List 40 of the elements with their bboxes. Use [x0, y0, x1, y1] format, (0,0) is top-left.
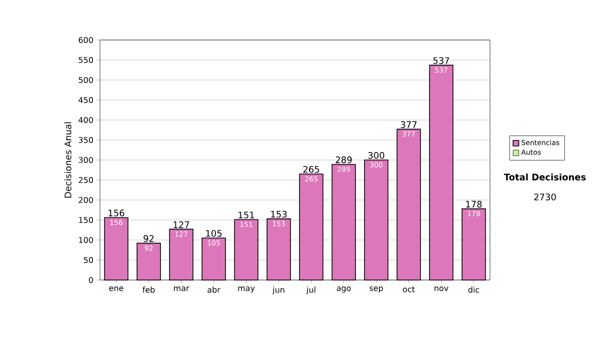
x-tick-label: jul: [306, 286, 316, 294]
total-label: 156: [108, 210, 124, 216]
x-tick-label: ene: [109, 286, 124, 292]
y-tick-label: 600: [78, 36, 93, 44]
total-label: 127: [174, 221, 190, 228]
total-label: 300: [368, 152, 384, 159]
x-tick-label: abr: [208, 286, 220, 293]
total-label: 289: [336, 156, 352, 164]
x-tick-label: feb: [142, 286, 155, 293]
y-tick-label: 100: [79, 236, 93, 244]
y-axis-title: Decisiones Anual: [64, 122, 72, 198]
y-tick-label: 300: [78, 156, 93, 164]
text: 2730: [534, 194, 556, 200]
y-tick-label: 200: [78, 196, 93, 204]
total-label: 377: [400, 121, 417, 128]
y-tick-label: 350: [78, 136, 93, 144]
total-label: 265: [303, 166, 320, 173]
total-label: 105: [206, 230, 222, 237]
y-tick-label: 450: [78, 96, 93, 104]
text: Total Decisiones: [504, 174, 586, 180]
x-tick-label: ago: [336, 286, 351, 293]
x-tick-label: dic: [468, 286, 480, 293]
x-tick-label: oct: [402, 286, 415, 292]
y-tick-label: 0: [88, 276, 93, 284]
total-label: 178: [466, 200, 482, 208]
x-tick-label: sep: [370, 286, 383, 293]
y-tick-label: 400: [78, 116, 93, 124]
total-label: 537: [433, 57, 450, 64]
x-tick-label: nov: [434, 286, 448, 292]
total-label: 153: [271, 210, 287, 218]
x-tick-label: jun: [272, 286, 284, 294]
y-tick-label: 550: [78, 56, 93, 64]
y-tick-label: 500: [78, 76, 93, 84]
y-tick-label: 50: [84, 256, 93, 264]
y-tick-label: 250: [78, 176, 93, 184]
total-label: 151: [238, 212, 254, 218]
x-tick-label: may: [238, 286, 255, 293]
total-label: 92: [144, 235, 154, 242]
x-tick-label: mar: [174, 286, 190, 292]
y-tick-label: 150: [79, 216, 93, 224]
